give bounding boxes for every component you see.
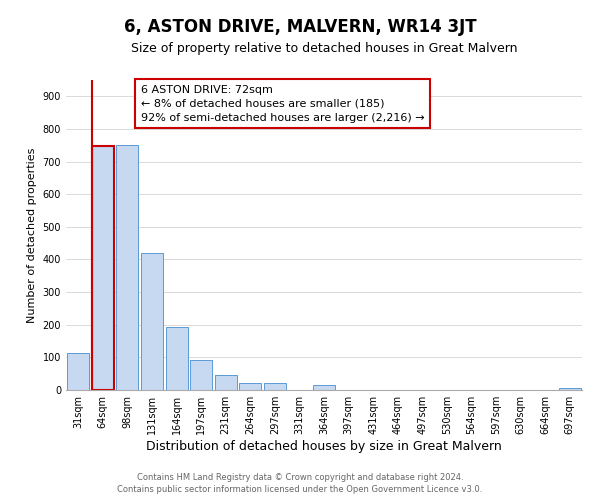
- Bar: [215, 375, 237, 390]
- Bar: [264, 384, 286, 390]
- Bar: [559, 388, 581, 390]
- Title: Size of property relative to detached houses in Great Malvern: Size of property relative to detached ho…: [131, 42, 517, 55]
- Text: Contains HM Land Registry data © Crown copyright and database right 2024.: Contains HM Land Registry data © Crown c…: [137, 473, 463, 482]
- Bar: [166, 327, 188, 390]
- Bar: [67, 353, 89, 390]
- Bar: [141, 253, 163, 390]
- Bar: [116, 144, 139, 390]
- Text: Contains public sector information licensed under the Open Government Licence v3: Contains public sector information licen…: [118, 484, 482, 494]
- X-axis label: Distribution of detached houses by size in Great Malvern: Distribution of detached houses by size …: [146, 440, 502, 453]
- Text: 6, ASTON DRIVE, MALVERN, WR14 3JT: 6, ASTON DRIVE, MALVERN, WR14 3JT: [124, 18, 476, 36]
- Text: 6 ASTON DRIVE: 72sqm
← 8% of detached houses are smaller (185)
92% of semi-detac: 6 ASTON DRIVE: 72sqm ← 8% of detached ho…: [141, 84, 424, 122]
- Bar: [92, 146, 114, 390]
- Bar: [190, 360, 212, 390]
- Y-axis label: Number of detached properties: Number of detached properties: [27, 148, 37, 322]
- Bar: [239, 383, 262, 390]
- Bar: [313, 385, 335, 390]
